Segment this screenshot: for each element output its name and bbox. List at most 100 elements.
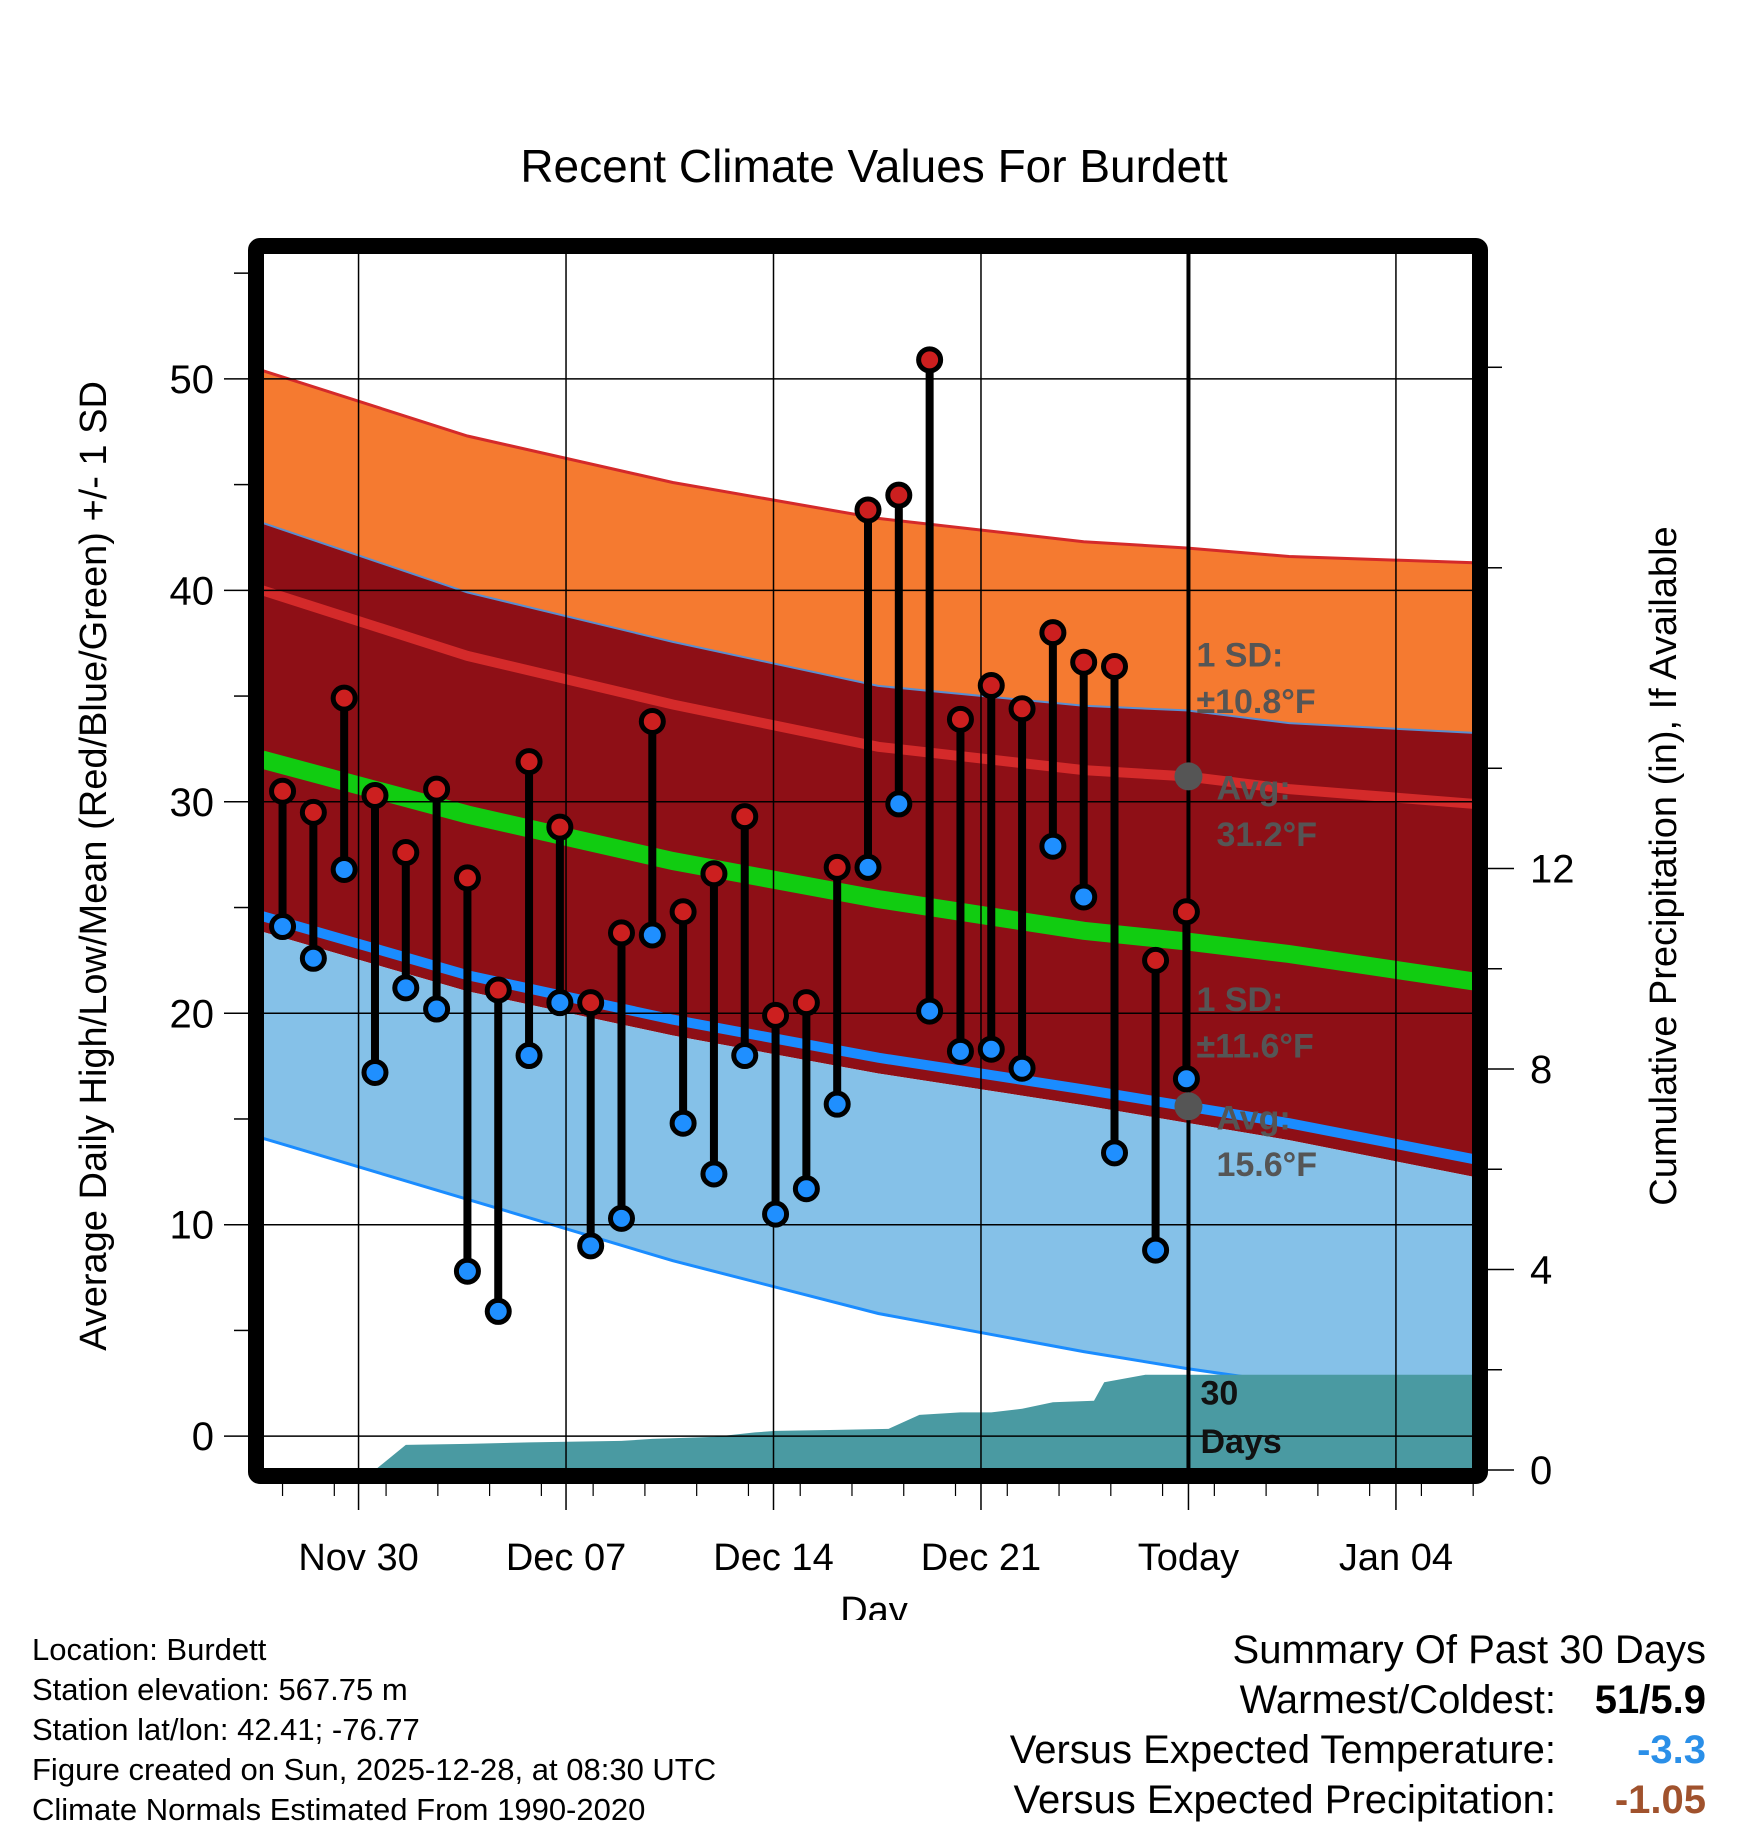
- low-point: [762, 1200, 790, 1228]
- high-point: [669, 898, 697, 926]
- climate-chart: Recent Climate Values For Burdett 1 SD: ±…: [73, 140, 1685, 1620]
- plot-frame: [248, 238, 1488, 1484]
- high-sd-value: ±10.8°F: [1196, 683, 1315, 721]
- high-point: [269, 777, 297, 805]
- window-label-bottom: Days: [1200, 1423, 1281, 1461]
- x-tick-label: Nov 30: [298, 1537, 418, 1579]
- high-point: [854, 496, 882, 524]
- summary-title: Summary Of Past 30 Days: [1232, 1628, 1706, 1672]
- low-point: [1070, 883, 1098, 911]
- high-point: [916, 346, 944, 374]
- high-point: [453, 864, 481, 892]
- low-point: [1172, 1065, 1200, 1093]
- x-tick-label: Dec 07: [506, 1537, 626, 1579]
- low-point: [792, 1175, 820, 1203]
- y-axis-label: Average Daily High/Low/Mean (Red/Blue/Gr…: [73, 381, 115, 1351]
- y-right-tick-label: 0: [1530, 1449, 1552, 1493]
- low-point: [1039, 832, 1067, 860]
- summary-row-warmest: Warmest/Coldest: 51/5.9: [806, 1675, 1706, 1725]
- y-tick-label: 10: [170, 1204, 215, 1248]
- low-point: [361, 1058, 389, 1086]
- latlon-text: Station lat/lon: 42.41; -76.77: [32, 1712, 420, 1747]
- y-right-tick-label: 12: [1530, 848, 1575, 892]
- high-point: [1101, 652, 1129, 680]
- high-point: [1008, 695, 1036, 723]
- low-point: [269, 913, 297, 941]
- high-avg-title: Avg:: [1216, 770, 1290, 808]
- elevation-text: Station elevation: 567.75 m: [32, 1672, 408, 1707]
- chart-title: Recent Climate Values For Burdett: [520, 140, 1228, 192]
- x-tick-label: Jan 04: [1339, 1537, 1453, 1579]
- y-tick-label: 0: [192, 1415, 214, 1459]
- low-point: [1008, 1054, 1036, 1082]
- low-point: [453, 1257, 481, 1285]
- high-point: [392, 839, 420, 867]
- low-avg-title: Avg:: [1216, 1100, 1290, 1138]
- high-point: [299, 798, 327, 826]
- y-tick-label: 30: [170, 781, 215, 825]
- x-axis-label: Day: [840, 1590, 908, 1620]
- low-point: [977, 1035, 1005, 1063]
- y-right-axis-label: Cumulative Precipitation (in), If Availa…: [1643, 526, 1685, 1205]
- precip-area: [262, 1374, 1474, 1470]
- high-point: [977, 671, 1005, 699]
- today-low-avg-marker: [1174, 1092, 1203, 1121]
- high-point: [823, 853, 851, 881]
- precip-anomaly-value: -1.05: [1614, 1778, 1706, 1822]
- high-point: [792, 989, 820, 1017]
- high-point: [577, 989, 605, 1017]
- y-tick-label: 20: [170, 992, 215, 1036]
- high-sd-title: 1 SD:: [1196, 636, 1283, 674]
- low-point: [515, 1042, 543, 1070]
- high-point: [946, 705, 974, 733]
- high-point: [1039, 619, 1067, 647]
- warmest-value: 51/5.9: [1594, 1678, 1706, 1722]
- low-point: [484, 1297, 512, 1325]
- low-point: [916, 997, 944, 1025]
- summary-row-temp: Versus Expected Temperature: -3.3: [806, 1725, 1706, 1775]
- location-text: Location: Burdett: [32, 1632, 267, 1667]
- high-point: [361, 781, 389, 809]
- y-right-tick-label: 8: [1530, 1048, 1552, 1092]
- high-point: [1142, 946, 1170, 974]
- low-point: [330, 855, 358, 883]
- low-sd-value: ±11.6°F: [1196, 1028, 1313, 1066]
- low-point: [854, 853, 882, 881]
- station-info: Location: Burdett Station elevation: 567…: [32, 1630, 716, 1830]
- low-sd-band: [262, 931, 1474, 1403]
- low-point: [885, 790, 913, 818]
- temp-anomaly-label: Versus Expected Temperature:: [1009, 1728, 1556, 1772]
- high-avg-value: 31.2°F: [1216, 816, 1317, 854]
- low-point: [946, 1037, 974, 1065]
- high-point: [423, 775, 451, 803]
- low-point: [823, 1090, 851, 1118]
- low-point: [546, 989, 574, 1017]
- low-point: [423, 995, 451, 1023]
- warmest-label: Warmest/Coldest:: [1239, 1678, 1556, 1722]
- summary-panel: Summary Of Past 30 Days Warmest/Coldest:…: [806, 1625, 1706, 1825]
- low-sd-title: 1 SD:: [1196, 981, 1283, 1019]
- low-point: [607, 1204, 635, 1232]
- x-tick-label: Dec 14: [713, 1537, 833, 1579]
- high-point: [1172, 898, 1200, 926]
- low-point: [1101, 1139, 1129, 1167]
- low-point: [577, 1232, 605, 1260]
- y-right-tick-label: 4: [1530, 1249, 1552, 1293]
- high-point: [638, 707, 666, 735]
- low-point: [299, 944, 327, 972]
- temp-anomaly-value: -3.3: [1637, 1728, 1706, 1772]
- high-point: [731, 803, 759, 831]
- low-point: [669, 1109, 697, 1137]
- low-point: [731, 1042, 759, 1070]
- y-tick-label: 40: [170, 569, 215, 613]
- low-avg-value: 15.6°F: [1216, 1146, 1317, 1184]
- today-high-avg-marker: [1174, 762, 1203, 791]
- precip-anomaly-label: Versus Expected Precipitation:: [1013, 1778, 1556, 1822]
- low-point: [1142, 1236, 1170, 1264]
- low-point: [638, 921, 666, 949]
- high-point: [1070, 648, 1098, 676]
- high-point: [885, 481, 913, 509]
- high-point: [546, 813, 574, 841]
- x-tick-label: Dec 21: [921, 1537, 1041, 1579]
- y-tick-label: 50: [170, 358, 215, 402]
